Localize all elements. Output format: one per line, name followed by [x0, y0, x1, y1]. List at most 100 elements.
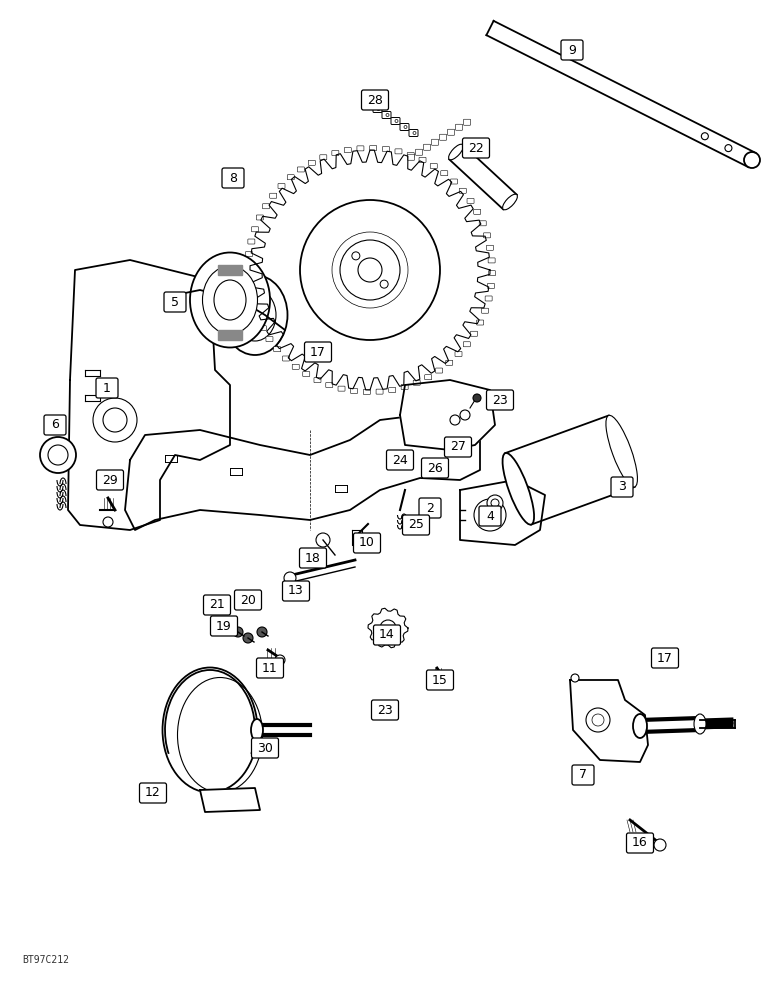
Polygon shape — [460, 480, 545, 545]
Ellipse shape — [694, 714, 706, 734]
FancyBboxPatch shape — [266, 337, 273, 342]
Circle shape — [233, 627, 243, 637]
FancyBboxPatch shape — [464, 119, 471, 125]
FancyBboxPatch shape — [486, 390, 514, 410]
Circle shape — [404, 125, 407, 128]
FancyBboxPatch shape — [463, 342, 470, 347]
FancyBboxPatch shape — [419, 498, 441, 518]
FancyBboxPatch shape — [373, 625, 400, 645]
FancyBboxPatch shape — [382, 147, 389, 152]
Text: 24: 24 — [392, 454, 408, 466]
FancyBboxPatch shape — [395, 149, 402, 154]
FancyBboxPatch shape — [303, 372, 310, 377]
Ellipse shape — [234, 289, 276, 341]
FancyBboxPatch shape — [402, 515, 429, 535]
FancyBboxPatch shape — [415, 149, 422, 155]
Text: 1: 1 — [103, 381, 111, 394]
Polygon shape — [570, 680, 648, 762]
FancyBboxPatch shape — [451, 179, 458, 184]
FancyBboxPatch shape — [488, 283, 495, 288]
Text: 7: 7 — [579, 768, 587, 782]
Text: 10: 10 — [359, 536, 375, 550]
FancyBboxPatch shape — [486, 245, 494, 250]
Circle shape — [491, 499, 499, 507]
FancyBboxPatch shape — [263, 204, 270, 209]
FancyBboxPatch shape — [448, 129, 455, 135]
Circle shape — [40, 437, 76, 473]
FancyBboxPatch shape — [425, 375, 432, 380]
FancyBboxPatch shape — [314, 378, 321, 383]
FancyBboxPatch shape — [426, 670, 453, 690]
FancyBboxPatch shape — [611, 477, 633, 497]
FancyBboxPatch shape — [423, 144, 431, 150]
FancyBboxPatch shape — [257, 215, 263, 220]
FancyBboxPatch shape — [353, 533, 380, 553]
Ellipse shape — [449, 144, 463, 160]
FancyBboxPatch shape — [247, 290, 253, 295]
FancyBboxPatch shape — [297, 167, 304, 172]
FancyBboxPatch shape — [651, 648, 678, 668]
Text: 23: 23 — [492, 393, 508, 406]
FancyBboxPatch shape — [245, 277, 252, 282]
FancyBboxPatch shape — [308, 160, 316, 165]
FancyBboxPatch shape — [482, 308, 488, 313]
Circle shape — [284, 572, 296, 584]
FancyBboxPatch shape — [246, 252, 253, 257]
Text: 5: 5 — [171, 296, 179, 308]
FancyBboxPatch shape — [140, 783, 167, 803]
FancyBboxPatch shape — [389, 387, 396, 392]
FancyBboxPatch shape — [409, 129, 418, 136]
FancyBboxPatch shape — [164, 292, 186, 312]
FancyBboxPatch shape — [474, 209, 481, 214]
FancyBboxPatch shape — [96, 378, 118, 398]
Circle shape — [571, 674, 579, 682]
Circle shape — [744, 152, 760, 168]
Ellipse shape — [163, 668, 257, 792]
FancyBboxPatch shape — [372, 700, 399, 720]
FancyBboxPatch shape — [462, 138, 489, 158]
Circle shape — [340, 240, 400, 300]
FancyBboxPatch shape — [391, 117, 400, 124]
FancyBboxPatch shape — [319, 155, 327, 160]
Circle shape — [460, 410, 470, 420]
Text: 21: 21 — [209, 598, 225, 611]
Circle shape — [377, 107, 380, 110]
FancyBboxPatch shape — [260, 326, 266, 331]
Text: 14: 14 — [379, 629, 395, 642]
FancyBboxPatch shape — [488, 258, 495, 263]
Text: 2: 2 — [426, 502, 434, 514]
Text: BT97C212: BT97C212 — [22, 955, 69, 965]
FancyBboxPatch shape — [455, 124, 462, 130]
FancyBboxPatch shape — [471, 331, 478, 336]
Text: 6: 6 — [51, 418, 59, 432]
Polygon shape — [68, 260, 230, 530]
Text: 30: 30 — [257, 742, 273, 754]
FancyBboxPatch shape — [283, 356, 290, 361]
FancyBboxPatch shape — [401, 384, 408, 389]
FancyBboxPatch shape — [422, 458, 449, 478]
FancyBboxPatch shape — [479, 506, 501, 526]
FancyBboxPatch shape — [363, 389, 370, 394]
Circle shape — [432, 677, 442, 687]
Text: 28: 28 — [367, 94, 383, 106]
FancyBboxPatch shape — [326, 383, 333, 388]
FancyBboxPatch shape — [484, 233, 491, 238]
Circle shape — [487, 495, 503, 511]
Text: 13: 13 — [288, 584, 304, 597]
Circle shape — [257, 627, 267, 637]
FancyBboxPatch shape — [419, 157, 426, 162]
Text: 4: 4 — [486, 510, 494, 522]
Ellipse shape — [633, 714, 647, 738]
Text: 12: 12 — [145, 786, 161, 800]
Circle shape — [725, 145, 732, 152]
Text: 17: 17 — [310, 346, 326, 359]
FancyBboxPatch shape — [257, 658, 283, 678]
Text: 15: 15 — [432, 674, 448, 686]
FancyBboxPatch shape — [251, 738, 279, 758]
FancyBboxPatch shape — [432, 139, 439, 145]
Ellipse shape — [223, 275, 287, 355]
Text: 18: 18 — [305, 552, 321, 564]
FancyBboxPatch shape — [251, 227, 259, 232]
FancyBboxPatch shape — [300, 548, 326, 568]
FancyBboxPatch shape — [488, 271, 495, 276]
